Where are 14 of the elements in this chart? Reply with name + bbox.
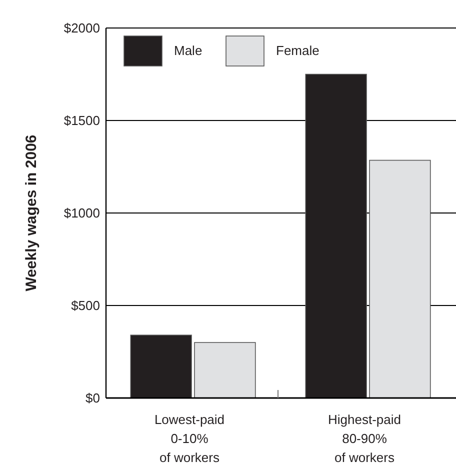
y-tick-label: $0 <box>86 390 100 406</box>
y-tick-label: $1500 <box>64 113 100 128</box>
bar <box>194 342 256 398</box>
x-tick-label: Lowest-paid 0-10% of workers <box>154 412 225 464</box>
y-tick-label: $1000 <box>64 206 100 221</box>
bar <box>130 334 192 398</box>
bar <box>369 160 431 398</box>
y-axis-title: Weekly wages in 2006 <box>23 134 40 292</box>
y-tick-label: $2000 <box>64 20 100 36</box>
legend-label: Female <box>276 43 320 58</box>
legend-label: Male <box>174 43 202 58</box>
bar <box>305 74 367 398</box>
y-tick-label: $500 <box>71 298 100 314</box>
x-tick-label: Highest-paid 80-90% of workers <box>328 412 401 464</box>
